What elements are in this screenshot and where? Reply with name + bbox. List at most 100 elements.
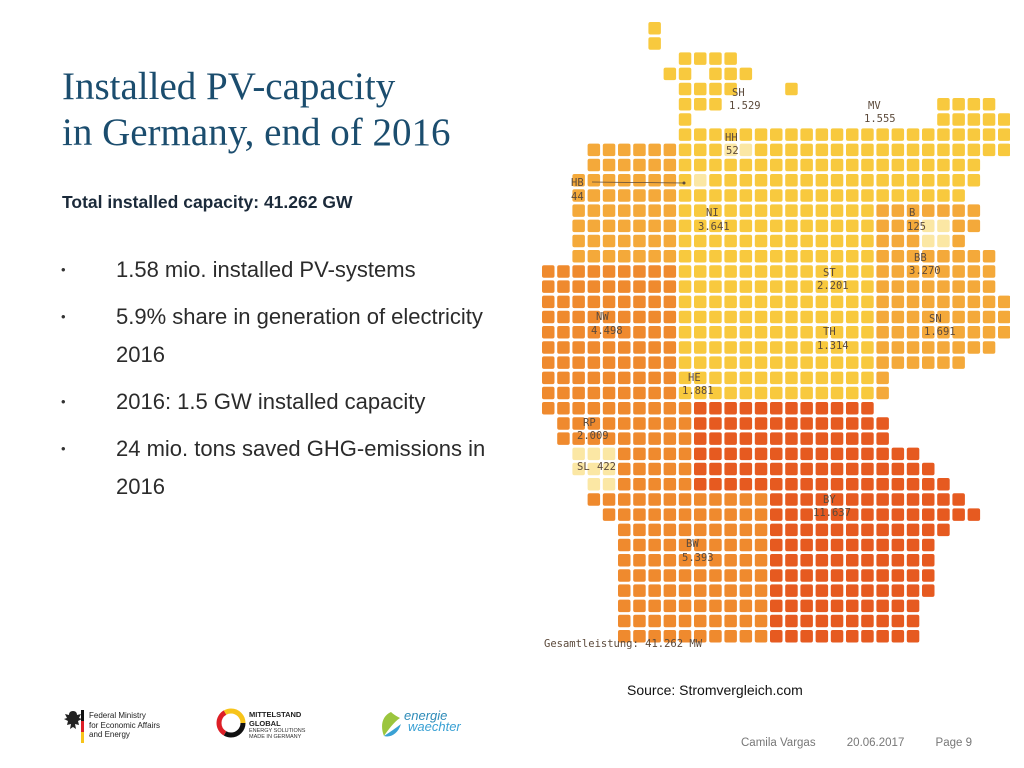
map-tile [906, 569, 920, 582]
map-tile [800, 584, 813, 597]
map-labels: SH 1.529 MV 1.555 HH 52 HB 44 NI 3.641 B… [571, 87, 956, 564]
map-tile [922, 462, 935, 476]
map-tile [678, 386, 692, 400]
map-tile [815, 143, 829, 157]
map-tile [633, 174, 646, 187]
map-tile [770, 417, 783, 430]
map-tile [663, 630, 677, 643]
map-tile [952, 204, 965, 217]
map-tile [678, 234, 692, 248]
map-tile [724, 584, 737, 597]
map-tile [770, 341, 783, 354]
map-tile [754, 386, 768, 400]
map-tile [906, 584, 920, 597]
map-tile [815, 523, 829, 537]
map-tile [906, 493, 920, 506]
map-tile [830, 493, 844, 506]
map-tile [800, 371, 813, 385]
map-tile [618, 386, 631, 400]
map-tile [572, 447, 585, 461]
map-tile [846, 523, 859, 537]
map-tile [648, 189, 661, 202]
map-tile [739, 538, 753, 552]
map-tile [739, 219, 753, 233]
map-tile [754, 432, 768, 445]
map-tile [815, 295, 829, 309]
map-tile [922, 189, 935, 202]
map-tile [891, 189, 905, 202]
map-tile [572, 219, 585, 233]
map-tile [633, 219, 646, 233]
map-tile [724, 265, 737, 278]
map-tile [618, 174, 631, 187]
map-tile [587, 174, 601, 187]
state-value-sl: 422 [597, 461, 616, 473]
map-tile [557, 417, 570, 430]
map-tile [891, 219, 905, 233]
map-tile [694, 523, 707, 537]
map-tile [891, 614, 905, 628]
map-tile [982, 280, 996, 293]
map-tile [952, 174, 965, 187]
map-tile [648, 341, 661, 354]
hb-pointer-line [591, 181, 685, 184]
map-tile [800, 417, 813, 430]
map-tile [785, 326, 798, 339]
bullet-item: 24 mio. tons saved GHG-emissions in 2016 [58, 430, 528, 506]
map-tile [602, 462, 616, 476]
map-tile [694, 326, 707, 339]
ministry-logo-text: Federal Ministry for Economic Affairs an… [89, 711, 179, 740]
map-tile [937, 189, 950, 202]
map-tile [998, 326, 1010, 339]
map-tile [922, 219, 935, 233]
map-tile [952, 250, 965, 263]
map-tile [876, 143, 889, 157]
map-tile [770, 128, 783, 141]
map-tile [754, 493, 768, 506]
map-tile [618, 523, 631, 537]
map-tile [937, 326, 950, 339]
map-tile [876, 128, 889, 141]
map-tile [861, 402, 874, 415]
map-tile [648, 310, 661, 324]
map-tile [678, 341, 692, 354]
map-tile [678, 614, 692, 628]
state-code-bb: BB [914, 252, 927, 264]
map-tile [891, 174, 905, 187]
map-tile [542, 295, 555, 309]
map-tile [724, 447, 737, 461]
map-tile [724, 371, 737, 385]
map-tile [724, 569, 737, 582]
map-tile [724, 402, 737, 415]
map-tile [754, 280, 768, 293]
map-tile [800, 386, 813, 400]
map-tile [633, 432, 646, 445]
map-tile [800, 280, 813, 293]
map-tile [694, 234, 707, 248]
map-tile [770, 143, 783, 157]
map-tile [648, 554, 661, 567]
map-tile [724, 341, 737, 354]
map-tile [861, 614, 874, 628]
map-tile [618, 630, 631, 643]
map-tile [724, 128, 737, 141]
map-tile [952, 356, 965, 369]
map-tile [602, 402, 616, 415]
map-tile [846, 447, 859, 461]
map-tile [709, 584, 722, 597]
map-tile [906, 158, 920, 172]
map-tile [982, 128, 996, 141]
map-tile [754, 265, 768, 278]
state-value-rp: 2.009 [577, 430, 609, 442]
map-tile [800, 462, 813, 476]
map-tile [587, 219, 601, 233]
map-tile [770, 189, 783, 202]
mittel-sub-1: ENERGY SOLUTIONS [249, 728, 306, 734]
map-tile [618, 204, 631, 217]
map-tile [633, 538, 646, 552]
map-tile [815, 462, 829, 476]
map-tile [785, 432, 798, 445]
map-tile [770, 280, 783, 293]
bullet-item: 2016: 1.5 GW installed capacity [58, 383, 528, 421]
map-tile [739, 432, 753, 445]
